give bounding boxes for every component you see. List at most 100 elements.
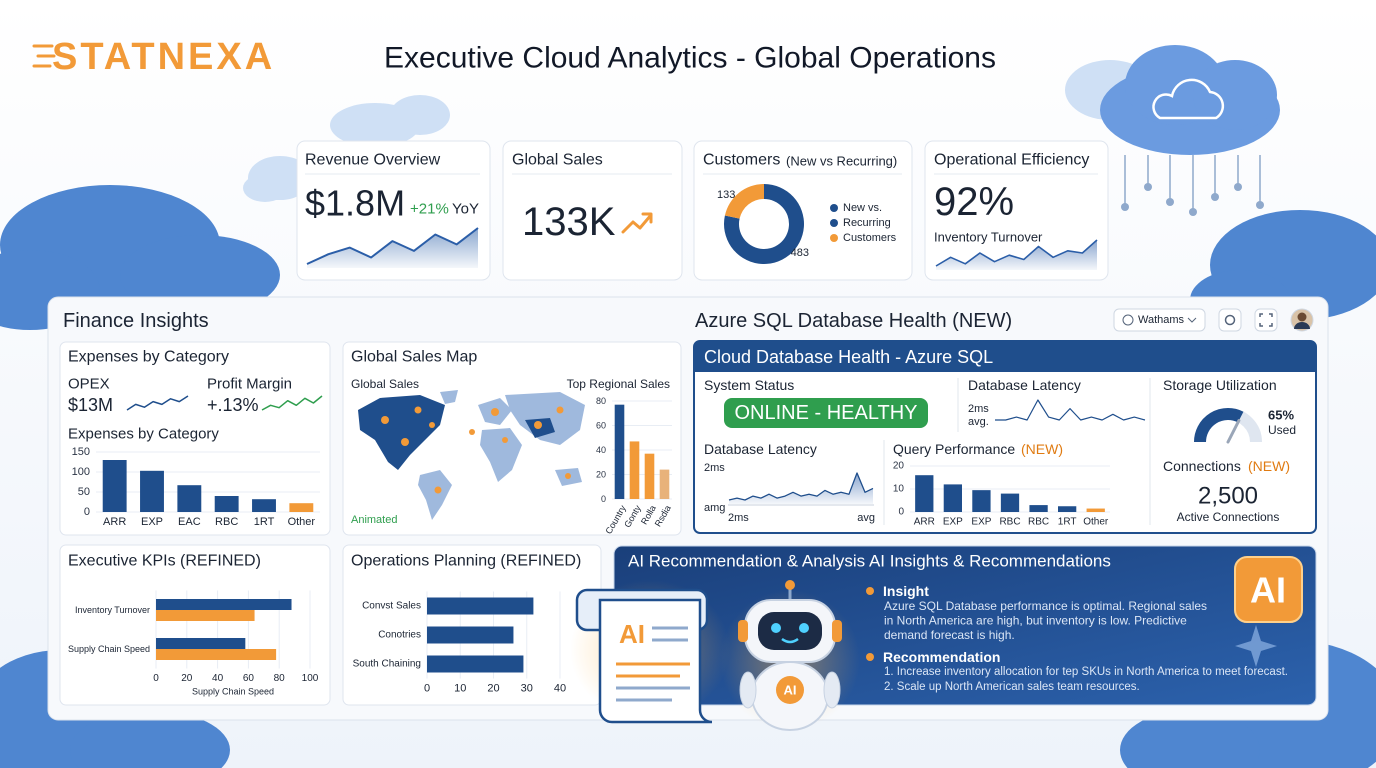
kpi-period: YoY [452,201,479,218]
x-tick-label: EXP [141,516,163,528]
ai-document [570,580,730,724]
fullscreen-icon [1259,313,1273,327]
bar [427,626,514,644]
sparkline [728,472,874,501]
bar [214,496,239,512]
bar [140,470,164,512]
metric-caption: Active Connections [1177,510,1280,524]
y-tick-label: 20 [893,461,905,472]
x-tick-label: Other [288,516,316,528]
metric-label: Database Latency [704,441,817,457]
donut-label: 483 [791,247,809,259]
x-tick-label: 80 [274,673,286,684]
sparkline-area [936,240,1097,270]
content: STATNEXA Executive Cloud Analytics - Glob… [52,36,1296,698]
card-subtitle: (New vs Recurring) [786,154,897,169]
legend-swatch [830,204,838,212]
cards [47,140,1329,721]
region-select[interactable] [1113,308,1206,332]
gauge-value [1194,408,1244,443]
status-pill: ONLINE - HEALTHY [735,402,918,424]
bar [915,475,934,512]
section-title: Finance Insights [63,310,209,332]
y-tick-label: 0 [601,494,606,504]
legend-label: Customers [843,232,897,244]
settings-button[interactable] [1218,308,1242,332]
bar [1029,505,1048,512]
insight-text: Azure SQL Database performance is optima… [884,599,1207,613]
x-tick-label: RBC [215,516,238,528]
trend-arrow [621,212,653,234]
bar [156,610,255,621]
panel-title: Cloud Database Health - Azure SQL [704,347,993,367]
toolbar [1113,308,1314,332]
sparkline [261,395,323,411]
insight-text: demand forecast is high. [884,628,1015,642]
bar [177,485,202,512]
card-title: Operations Planning (REFINED) [351,553,581,570]
bar [427,655,524,673]
doc-badge: AI [619,619,645,649]
chart-label: 2ms [728,512,749,524]
legend-label: Recurring [843,217,891,229]
x-tick-label: 1RT [1058,517,1077,528]
sparkline-area [307,228,478,268]
bar [102,460,127,512]
gauge-caption: Used [1268,423,1296,437]
x-tick-label: EXP [971,517,991,528]
x-tick-label: 20 [181,673,193,684]
bar [252,499,276,512]
sparkline [126,395,189,411]
metric-label: Query Performance [893,441,1015,457]
x-tick-label: RBC [1028,517,1049,528]
bullet [866,587,874,595]
logo-speed-lines [32,44,56,68]
card-title: Customers [703,152,780,169]
card-title: Global Sales [512,152,603,169]
x-tick-label: 40 [212,673,224,684]
bar [644,453,655,499]
x-tick-label: 100 [302,673,319,684]
y-tick-label: 80 [596,396,606,406]
y-tick-label: 50 [78,486,90,498]
metric-label: OPEX [68,376,110,393]
kpi-value: 92% [934,180,1014,224]
panel-title: AI Recommendation & Analysis AI Insights… [628,552,1111,571]
x-tick-label: EXP [943,517,963,528]
bar [659,469,670,499]
chart-label: amg [704,502,725,514]
bar [629,441,640,499]
y-tick-label: Supply Chain Speed [68,644,150,654]
recommendation-text: 2. Scale up North American sales team re… [884,681,1140,693]
y-tick-label: Convst Sales [362,601,421,612]
bar [289,503,314,512]
y-tick-label: 60 [596,421,606,431]
bar [156,638,246,649]
fullscreen-button[interactable] [1254,308,1278,332]
bullet [866,653,874,661]
card-title: Global Sales Map [351,349,477,366]
chart-label: avg [857,512,875,524]
badge: (NEW) [1021,441,1063,457]
region-select-label: Wathams [1138,314,1185,326]
corner-badge: AI [1250,570,1286,611]
insight-heading: Insight [883,583,929,599]
card-title: Expenses by Category [68,349,229,366]
sparkline [935,239,1098,267]
globe-icon [1122,314,1134,326]
metric-label: Connections [1163,458,1241,474]
x-tick-label: RBC [999,517,1020,528]
donut-slice [724,184,804,264]
sparkline [995,399,1146,421]
gauge-needle [1226,419,1241,444]
avatar-body [1294,322,1310,329]
badge: (NEW) [1248,458,1290,474]
bar [614,404,625,499]
ai-badge [1234,556,1303,667]
insight-text: in North America are high, but inventory… [884,614,1187,628]
x-tick-label: EAC [178,516,201,528]
legend-swatch [830,234,838,242]
